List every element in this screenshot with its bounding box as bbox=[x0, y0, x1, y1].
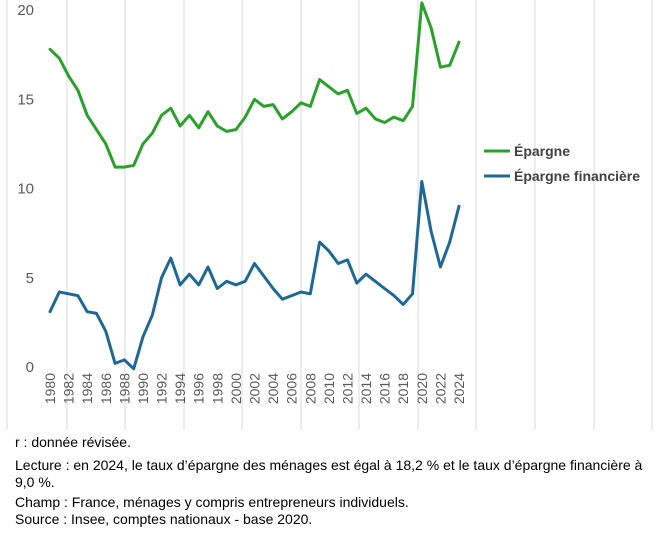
y-tick-label: 20 bbox=[17, 2, 34, 19]
y-tick-label: 10 bbox=[17, 181, 34, 198]
x-tick-label: 2010 bbox=[321, 373, 337, 404]
x-tick-label: 2000 bbox=[228, 373, 244, 404]
x-tick-label: 2008 bbox=[302, 373, 318, 404]
series-line-epargne bbox=[48, 1, 461, 169]
x-tick-label: 2016 bbox=[377, 373, 393, 404]
y-tick-label: 15 bbox=[17, 91, 34, 108]
x-tick-label: 2022 bbox=[432, 373, 448, 404]
source-note: Source : Insee, comptes nationaux - base… bbox=[15, 511, 313, 527]
x-axis: 1980 1982 1984 1986 1988 1990 1992 1994 1996 1998… bbox=[42, 373, 467, 404]
series-line-epargne-financiere bbox=[48, 179, 461, 371]
x-tick-label: 2024 bbox=[451, 373, 467, 404]
x-tick-label: 2018 bbox=[395, 373, 411, 404]
x-tick-label: 1988 bbox=[116, 373, 132, 404]
x-tick-label: 2006 bbox=[284, 373, 300, 404]
x-tick-label: 2014 bbox=[358, 373, 374, 404]
legend: Épargne Épargne financière bbox=[484, 143, 640, 184]
plot-area bbox=[48, 1, 461, 371]
x-tick-label: 2012 bbox=[340, 373, 356, 404]
x-tick-label: 1990 bbox=[135, 373, 151, 404]
y-axis: 0 5 10 15 20 bbox=[17, 2, 34, 376]
y-tick-label: 5 bbox=[26, 270, 34, 287]
x-tick-label: 1996 bbox=[191, 373, 207, 404]
x-tick-label: 1984 bbox=[79, 373, 95, 404]
x-tick-label: 2020 bbox=[414, 373, 430, 404]
legend-label: Épargne bbox=[514, 143, 570, 159]
x-tick-label: 1982 bbox=[61, 373, 77, 404]
x-tick-label: 1992 bbox=[154, 373, 170, 404]
y-tick-label: 0 bbox=[26, 359, 34, 376]
legend-label: Épargne financière bbox=[514, 168, 640, 184]
scope-note: Champ : France, ménages y compris entrep… bbox=[15, 494, 409, 510]
reading-note: Lecture : en 2024, le taux d’épargne des… bbox=[15, 457, 643, 490]
x-tick-label: 1986 bbox=[98, 373, 114, 404]
x-tick-label: 1998 bbox=[209, 373, 225, 404]
background-grid bbox=[6, 0, 653, 430]
x-tick-label: 2002 bbox=[247, 373, 263, 404]
x-tick-label: 2004 bbox=[265, 373, 281, 404]
revised-note: r : donnée révisée. bbox=[15, 434, 131, 450]
x-tick-label: 1994 bbox=[172, 373, 188, 404]
x-tick-label: 1980 bbox=[42, 373, 58, 404]
chart-notes: r : donnée révisée. Lecture : en 2024, l… bbox=[15, 434, 655, 528]
